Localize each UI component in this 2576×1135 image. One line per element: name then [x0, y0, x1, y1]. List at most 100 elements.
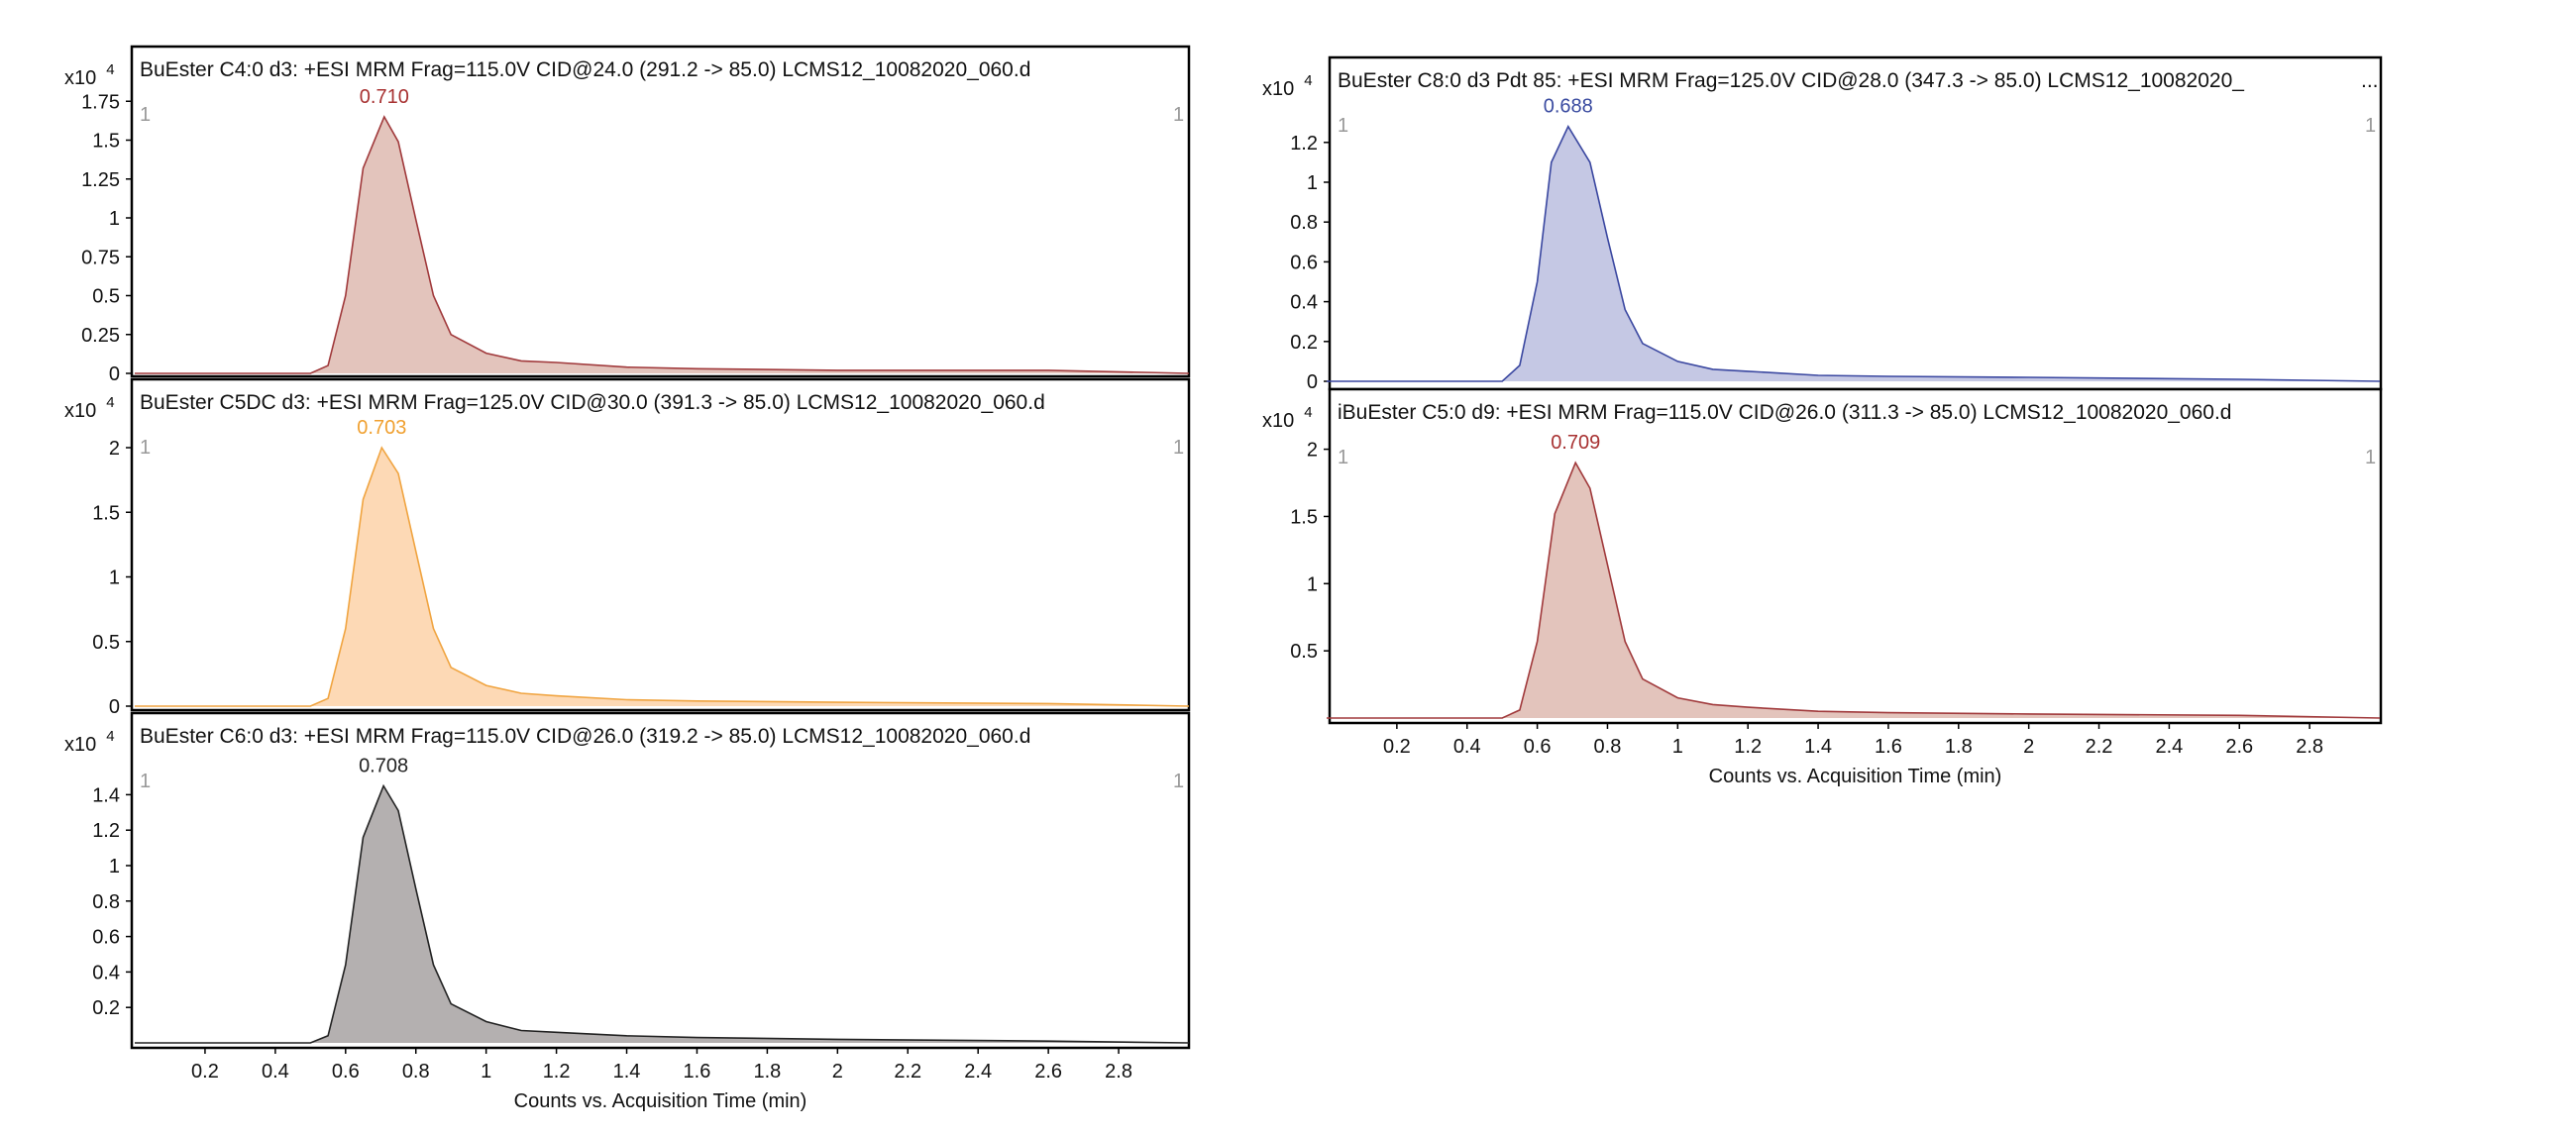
x-tick-label: 1.4: [613, 1061, 641, 1083]
x-tick-label: 0.8: [1594, 736, 1622, 758]
y-tick-label: 0.6: [1290, 252, 1318, 273]
x-axis-label: Counts vs. Acquisition Time (min): [1709, 766, 2002, 787]
x-tick-label: 2.2: [2086, 736, 2113, 758]
chromatogram-trace: [135, 783, 1190, 1044]
x-tick-label: 2.6: [2225, 736, 2253, 758]
x-tick-label: 0.4: [262, 1061, 289, 1083]
peak-rt-label: 0.708: [359, 755, 408, 776]
y-exponent: 4: [106, 61, 114, 78]
peak-area-fill: [1327, 463, 2380, 718]
x-tick-label: 0.8: [402, 1061, 430, 1083]
title-overflow: ...: [2361, 69, 2379, 92]
x-tick-label: 0.2: [191, 1061, 219, 1083]
y-multiplier-label: x10 4: [1262, 404, 1313, 432]
chromatogram-trace: [135, 446, 1190, 707]
panel-frame: [1328, 387, 2383, 725]
peak-area-fill: [1327, 126, 2380, 381]
panel-title: iBuEster C5:0 d9: +ESI MRM Frag=115.0V C…: [1338, 401, 2231, 424]
y-exponent: 4: [106, 728, 114, 745]
range-marker-end: 1: [1173, 771, 1184, 792]
x-tick-label: 0.4: [1453, 736, 1481, 758]
y-tick-label: 0.8: [92, 891, 120, 913]
range-marker-end: 1: [1173, 104, 1184, 126]
y-tick-label: 1.2: [92, 820, 120, 842]
x-tick-label: 2.8: [1105, 1061, 1132, 1083]
range-marker-start: 1: [140, 104, 151, 126]
y-multiplier-label: x10 4: [64, 61, 115, 89]
x-tick-label: 2.8: [2296, 736, 2323, 758]
y-tick-label: 0: [109, 363, 120, 385]
peak-area-fill: [135, 116, 1189, 374]
panel-frame: [130, 711, 1191, 1050]
panel-frame: [130, 377, 1191, 712]
y-multiplier-label: x10 4: [64, 394, 115, 422]
x-tick-label: 2.6: [1034, 1061, 1062, 1083]
y-tick-label: 1.75: [81, 91, 120, 113]
peak-rt-label: 0.688: [1544, 96, 1593, 118]
y-tick-label: 1.25: [81, 169, 120, 191]
peak-rt-label: 0.710: [360, 86, 409, 108]
y-tick-label: 0.25: [81, 325, 120, 347]
chromatogram-panel-4: BuEster C8:0 d3 Pdt 85: +ESI MRM Frag=12…: [1262, 55, 2383, 393]
chromatogram-panel-2: BuEster C5DC d3: +ESI MRM Frag=125.0V CI…: [64, 377, 1191, 718]
x-tick-label: 1.6: [1875, 736, 1902, 758]
panel-frame: [130, 45, 1191, 378]
chromatogram-trace: [135, 115, 1190, 374]
panel-title: BuEster C5DC d3: +ESI MRM Frag=125.0V CI…: [140, 391, 1045, 414]
y-tick-label: 1: [109, 856, 120, 877]
y-tick-label: 0: [1307, 371, 1318, 393]
panel-title: BuEster C4:0 d3: +ESI MRM Frag=115.0V CI…: [140, 58, 1030, 81]
y-tick-label: 0.4: [1290, 292, 1318, 314]
range-marker-start: 1: [1338, 447, 1348, 468]
panel-title: BuEster C8:0 d3 Pdt 85: +ESI MRM Frag=12…: [1338, 69, 2244, 92]
x-tick-label: 1: [1672, 736, 1683, 758]
y-tick-label: 1.5: [1290, 506, 1318, 528]
y-tick-label: 0.8: [1290, 212, 1318, 234]
range-marker-end: 1: [2365, 115, 2376, 137]
chromatogram-panel-1: BuEster C4:0 d3: +ESI MRM Frag=115.0V CI…: [64, 45, 1191, 385]
y-tick-label: 1.4: [92, 784, 120, 806]
y-exponent: 4: [1304, 72, 1312, 89]
peak-rt-label: 0.703: [357, 417, 406, 439]
y-tick-label: 0.6: [92, 927, 120, 949]
x-tick-label: 0.2: [1383, 736, 1411, 758]
y-tick-label: 2: [1307, 440, 1318, 462]
x-tick-label: 1.2: [543, 1061, 571, 1083]
y-tick-label: 0.5: [92, 286, 120, 308]
range-marker-end: 1: [1173, 437, 1184, 459]
y-tick-label: 1.2: [1290, 133, 1318, 155]
y-multiplier-label: x10 4: [1262, 72, 1313, 100]
y-multiplier: x10: [1262, 78, 1294, 100]
peak-area-fill: [135, 448, 1189, 706]
chromatogram-panel-3: BuEster C6:0 d3: +ESI MRM Frag=115.0V CI…: [64, 711, 1191, 1112]
x-axis-label: Counts vs. Acquisition Time (min): [514, 1090, 807, 1112]
chromatogram-trace: [1327, 461, 2381, 719]
y-tick-label: 0: [109, 696, 120, 718]
x-tick-label: 2.2: [894, 1061, 921, 1083]
x-tick-label: 0.6: [332, 1061, 360, 1083]
y-multiplier: x10: [64, 67, 96, 89]
chromatogram-trace: [1327, 125, 2381, 382]
y-tick-label: 0.2: [92, 997, 120, 1019]
y-exponent: 4: [1304, 404, 1312, 421]
y-tick-label: 1: [109, 208, 120, 230]
y-tick-label: 1: [1307, 573, 1318, 595]
y-tick-label: 0.2: [1290, 332, 1318, 354]
x-tick-label: 2: [2023, 736, 2034, 758]
x-tick-label: 2: [832, 1061, 843, 1083]
x-tick-label: 2.4: [964, 1061, 992, 1083]
range-marker-start: 1: [1338, 115, 1348, 137]
range-marker-end: 1: [2365, 447, 2376, 468]
peak-rt-label: 0.709: [1551, 432, 1600, 454]
y-multiplier: x10: [1262, 410, 1294, 432]
range-marker-start: 1: [140, 437, 151, 459]
y-tick-label: 0.75: [81, 247, 120, 268]
y-tick-label: 1: [109, 568, 120, 589]
x-tick-label: 1.4: [1804, 736, 1832, 758]
x-tick-label: 0.6: [1524, 736, 1552, 758]
x-tick-label: 1.2: [1734, 736, 1762, 758]
y-tick-label: 1.5: [92, 502, 120, 524]
range-marker-start: 1: [140, 771, 151, 792]
y-tick-label: 0.5: [1290, 641, 1318, 663]
